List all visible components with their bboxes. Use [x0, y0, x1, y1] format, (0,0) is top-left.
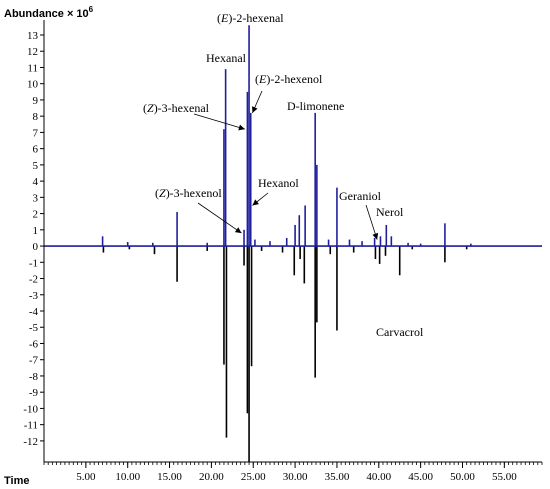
x-tick-label: 15.00: [157, 471, 182, 483]
y-tick-label: -11: [24, 420, 38, 432]
y-axis-title-text: Abundance × 10: [4, 8, 89, 20]
x-tick-label: 20.00: [199, 471, 224, 483]
x-ticks: 5.00 10.00 15.00 20.00 25.00 30.00 35.00 40.00 4…: [43, 462, 543, 483]
y-tick-label: 8: [33, 111, 39, 123]
y-tick-label: 9: [33, 95, 39, 107]
x-tick-label: 25.00: [241, 471, 266, 483]
x-tick-label: 5.00: [76, 471, 96, 483]
y-tick-label: 7: [33, 127, 39, 139]
x-tick-label: 45.00: [408, 471, 433, 483]
y-tick-label: 12: [27, 46, 38, 58]
y-tick-label: 11: [27, 62, 38, 74]
annotation-arrowhead: [252, 199, 259, 206]
annotation-label: Hexanal: [206, 51, 247, 65]
y-tick-label: -8: [29, 371, 39, 383]
y-tick-label: 3: [33, 192, 39, 204]
annotation-label: (E)-2-hexenol: [255, 72, 323, 86]
annotation-label: Hexanol: [258, 176, 299, 190]
y-tick-label: -4: [29, 306, 39, 318]
y-tick-label: -5: [29, 322, 39, 334]
y-tick-label: 1: [33, 225, 39, 237]
y-tick-label: -12: [23, 436, 38, 448]
y-tick-label: 6: [33, 144, 39, 156]
y-tick-label: -1: [29, 257, 38, 269]
annotation-label: (Z)-3-hexenol: [155, 186, 222, 200]
annotation-arrowhead: [234, 227, 242, 234]
x-axis-title: Time: [4, 475, 29, 487]
x-tick-label: 30.00: [283, 471, 308, 483]
y-tick-label: -10: [23, 403, 38, 415]
y-tick-label: -2: [29, 274, 38, 286]
y-axis-title-exponent: 6: [89, 5, 94, 14]
annotation-arrow: [193, 113, 245, 130]
y-tick-label: 2: [33, 209, 39, 221]
y-axis-title: Abundance × 106: [4, 5, 94, 20]
y-tick-label: 5: [33, 160, 39, 172]
y-tick-label: 13: [27, 30, 39, 42]
peaks-layer: [101, 25, 472, 462]
annotation-label: Geraniol: [339, 189, 382, 203]
annotation-label: (Z)-3-hexenal: [143, 101, 210, 115]
y-tick-label: -9: [29, 387, 39, 399]
annotation-arrowhead: [252, 106, 258, 113]
annotation-label: Carvacrol: [376, 325, 424, 339]
x-tick-label: 55.00: [492, 471, 517, 483]
x-tick-label: 35.00: [325, 471, 350, 483]
y-tick-label: -3: [29, 290, 39, 302]
y-tick-label: -7: [29, 355, 39, 367]
y-ticks: 131211109876543210-1-2-3-4-5-6-7-8-9-10-…: [23, 30, 44, 448]
annotation-arrow: [365, 204, 378, 240]
annotation-arrowhead: [238, 124, 245, 131]
annotation-arrow: [197, 202, 242, 234]
x-tick-label: 50.00: [450, 471, 475, 483]
x-tick-label: 40.00: [366, 471, 391, 483]
x-tick-label: 10.00: [115, 471, 140, 483]
y-tick-label: -6: [29, 338, 39, 350]
annotations-layer: (E)-2-hexenal Hexanal (E)-2-hexenol (Z)-3-h…: [143, 11, 424, 339]
y-tick-label: 4: [33, 176, 39, 188]
annotation-arrowhead: [372, 232, 379, 240]
y-tick-label: 0: [33, 241, 39, 253]
annotation-label: (E)-2-hexenal: [217, 11, 284, 25]
annotation-label: Nerol: [376, 205, 404, 219]
annotation-label: D-limonene: [287, 99, 344, 113]
y-tick-label: 10: [27, 79, 39, 91]
